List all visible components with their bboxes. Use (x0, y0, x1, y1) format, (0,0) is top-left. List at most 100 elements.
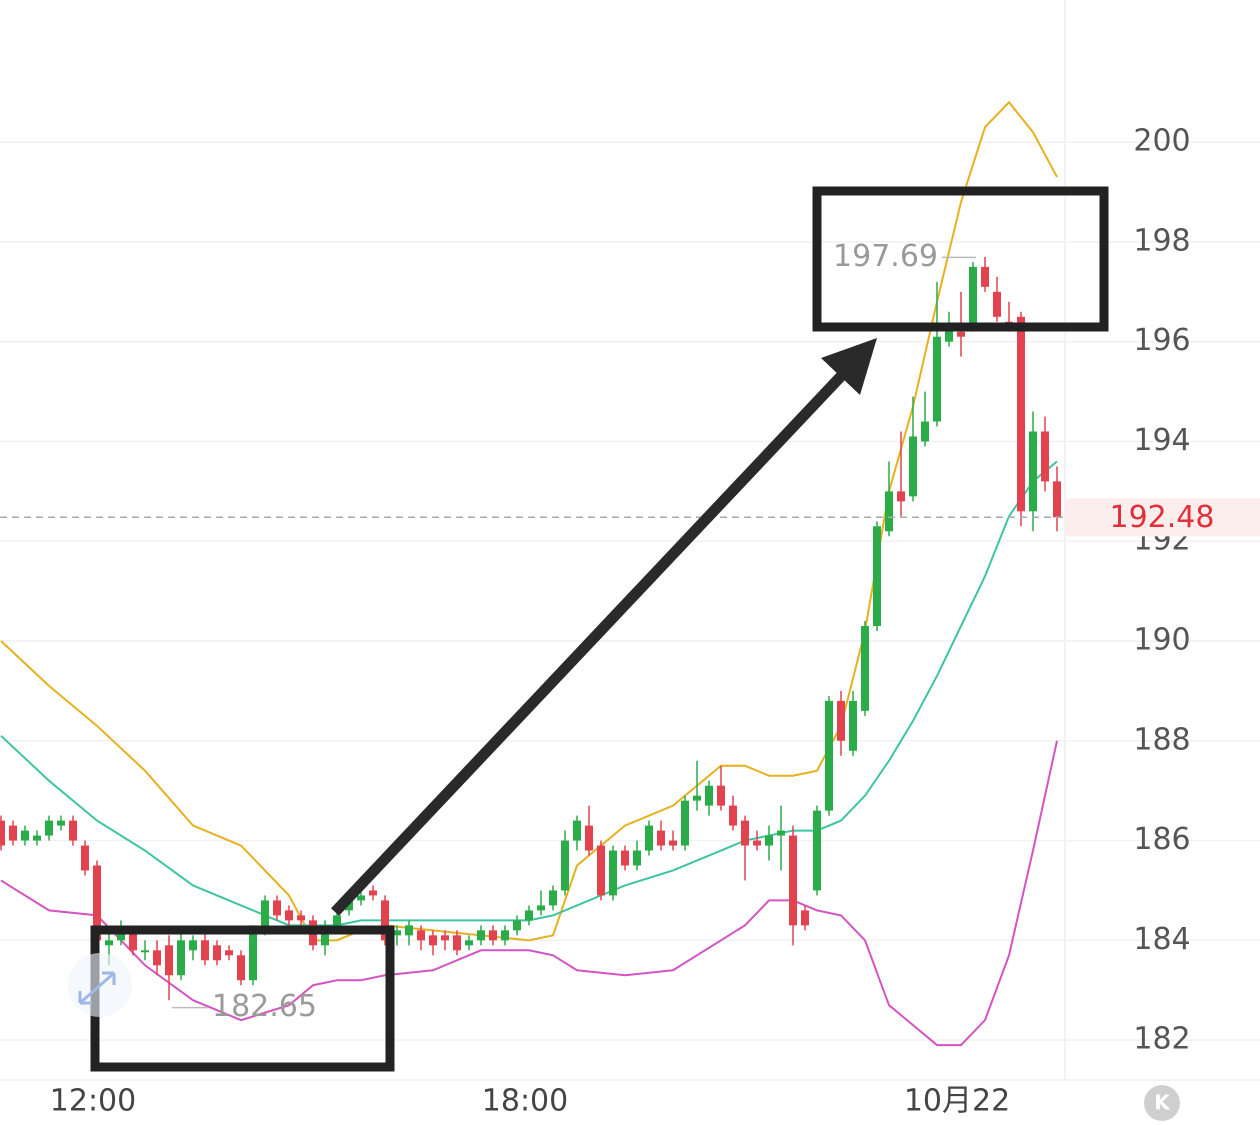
y-tick-label: 182 (1133, 1022, 1190, 1057)
candle-body (765, 835, 773, 846)
candle-body (801, 910, 809, 926)
candle-body (681, 800, 689, 846)
candle-body (585, 825, 593, 851)
band-line (0, 460, 1058, 927)
candle-body (285, 910, 293, 921)
candle-body (9, 825, 17, 841)
candle-body (213, 945, 221, 961)
x-tick-label: 18:00 (482, 1084, 568, 1119)
candle-body (561, 840, 569, 891)
candle-body (249, 925, 257, 981)
band-line (0, 100, 1058, 942)
high-label: 197.69 (833, 239, 938, 274)
candle-body (981, 266, 989, 287)
candle-body (549, 890, 557, 906)
candle-body (825, 700, 833, 811)
candle-body (57, 820, 65, 826)
candle-body (189, 940, 197, 951)
candle-body (573, 820, 581, 841)
band-line (0, 740, 1058, 1047)
candle-body (945, 326, 953, 342)
candle-body (225, 950, 233, 956)
candle-body (477, 930, 485, 941)
candle-body (537, 905, 545, 911)
candle-body (33, 835, 41, 841)
candle-body (849, 700, 857, 751)
y-tick-label: 198 (1133, 223, 1190, 258)
y-tick-label: 184 (1133, 922, 1190, 957)
candle-body (657, 830, 665, 846)
candle-body (1017, 316, 1025, 512)
candle-body (717, 785, 725, 806)
candle-body (201, 940, 209, 961)
candle-body (645, 825, 653, 851)
candle-body (897, 491, 905, 502)
candle-body (873, 526, 881, 627)
candle-body (273, 900, 281, 916)
candle-body (525, 910, 533, 921)
candle-body (501, 930, 509, 941)
candle-body (297, 915, 305, 921)
candle-body (513, 920, 521, 931)
candle-body (381, 900, 389, 941)
candle-body (177, 940, 185, 976)
candle-body (909, 436, 917, 497)
k-button-label[interactable]: K (1154, 1091, 1171, 1115)
candle-body (345, 900, 353, 911)
candle-body (117, 930, 125, 941)
candle-body (453, 935, 461, 951)
candle-body (1029, 431, 1037, 512)
candle-body (105, 940, 113, 946)
candle-body (993, 291, 1001, 317)
last-price-tag (1065, 498, 1260, 537)
y-tick-label: 188 (1133, 722, 1190, 757)
candle-body (369, 890, 377, 896)
candle-body (1053, 481, 1061, 518)
zoom-icon-glyph (78, 971, 116, 1005)
low-label: 182.65 (212, 989, 317, 1024)
candle-body (405, 925, 413, 936)
candle-body (885, 491, 893, 532)
candle-body (393, 930, 401, 936)
candle-body (777, 830, 785, 836)
candle-body (69, 820, 77, 841)
candle-body (1041, 431, 1049, 482)
k-button[interactable] (1144, 1085, 1180, 1121)
arrow-shaft (331, 368, 849, 916)
candle-body (693, 795, 701, 801)
candle-body (465, 940, 473, 946)
candle-body (333, 915, 341, 926)
y-tick-label: 200 (1133, 124, 1190, 159)
candle-body (237, 955, 245, 981)
candle-body (441, 935, 449, 941)
candle-body (429, 935, 437, 946)
candle-body (861, 626, 869, 711)
candle-body (21, 830, 29, 841)
x-tick-label: 12:00 (50, 1084, 136, 1119)
candle-body (669, 840, 677, 846)
arrow-head (821, 338, 877, 395)
candle-body (969, 266, 977, 327)
candle-body (321, 925, 329, 946)
candle-body (933, 336, 941, 422)
candle-body (165, 945, 173, 976)
candle-body (0, 820, 5, 846)
candle-body (633, 850, 641, 866)
candle-body (261, 900, 269, 931)
candle-body (597, 845, 605, 896)
candle-body (705, 785, 713, 806)
y-tick-label: 190 (1133, 623, 1190, 658)
high-box (812, 186, 1109, 332)
candle-body (45, 820, 53, 836)
candle-body (753, 840, 761, 846)
candle-body (837, 700, 845, 741)
candle-body (357, 895, 365, 901)
candle-body (417, 930, 425, 941)
candle-body (921, 421, 929, 442)
last-price-label: 192.48 (1110, 500, 1215, 535)
y-tick-label: 194 (1133, 423, 1190, 458)
candle-body (957, 331, 965, 337)
candle-body (813, 810, 821, 891)
